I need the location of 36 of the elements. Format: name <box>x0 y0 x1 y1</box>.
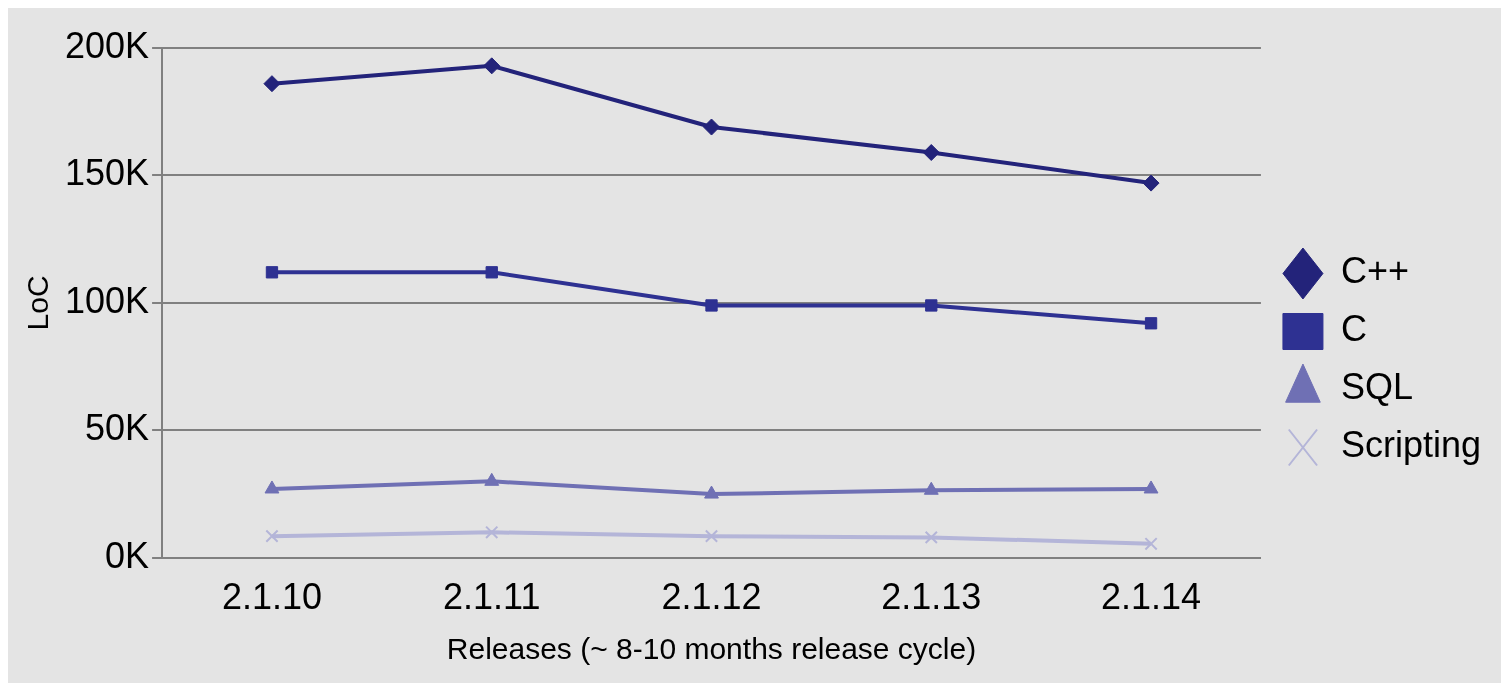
legend-label: C++ <box>1340 250 1409 292</box>
point <box>483 57 501 75</box>
y-axis-title: LoC <box>21 275 55 331</box>
legend-label: SQL <box>1340 366 1413 408</box>
point <box>1144 317 1158 330</box>
point <box>925 299 938 312</box>
legend-label: Scripting <box>1340 424 1481 466</box>
point <box>1143 480 1159 494</box>
point <box>485 525 499 539</box>
point <box>923 481 939 495</box>
y-tick-label: 0K <box>105 534 150 576</box>
x-tick-label: 2.1.10 <box>221 576 323 618</box>
y-tick-label: 150K <box>65 152 150 194</box>
x-tick-label: 2.1.12 <box>661 576 762 618</box>
point <box>484 472 500 486</box>
point <box>263 75 281 93</box>
point <box>265 529 279 543</box>
point <box>1142 174 1160 192</box>
point <box>924 530 938 545</box>
point <box>1144 537 1158 551</box>
point <box>922 144 940 162</box>
point <box>485 266 498 279</box>
y-tick-label: 100K <box>65 279 150 321</box>
x-tick-label: 2.1.11 <box>443 576 541 618</box>
point <box>704 485 719 499</box>
x-tick-label: 2.1.13 <box>881 576 982 618</box>
legend-label: C <box>1340 308 1367 350</box>
point <box>704 529 719 543</box>
y-tick-label: 200K <box>65 24 150 66</box>
point <box>703 118 721 136</box>
point <box>265 266 279 279</box>
point <box>705 299 718 312</box>
x-axis-title: Releases (~ 8-10 months release cycle) <box>446 632 977 666</box>
x-tick-label: 2.1.14 <box>1101 576 1202 618</box>
y-tick-label: 50K <box>85 407 150 449</box>
point <box>264 480 280 494</box>
